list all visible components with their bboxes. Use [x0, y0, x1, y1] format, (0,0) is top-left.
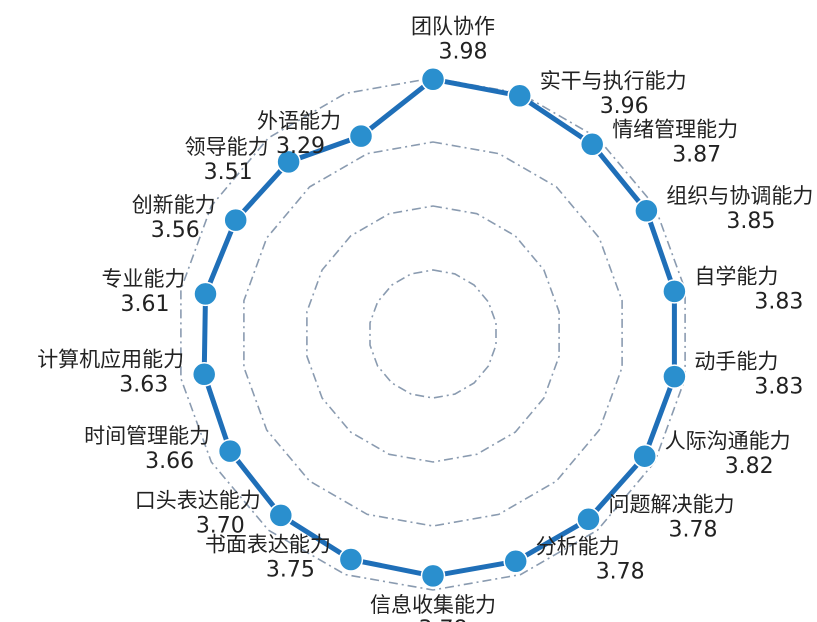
category-label: 团队协作 [411, 14, 495, 38]
data-point [420, 563, 446, 589]
data-point [348, 123, 374, 149]
category-label: 领导能力 [185, 135, 269, 159]
value-label: 3.75 [266, 558, 315, 583]
data-point [217, 438, 243, 464]
value-label: 3.96 [600, 94, 649, 119]
data-point [223, 207, 248, 233]
data-point [507, 83, 532, 109]
value-label: 3.98 [439, 39, 488, 64]
data-point [338, 547, 364, 572]
category-label: 自学能力 [694, 264, 778, 288]
category-label: 动手能力 [694, 350, 778, 374]
value-label: 3.56 [151, 218, 200, 243]
data-point [662, 364, 687, 389]
category-label: 人际沟通能力 [665, 429, 791, 453]
data-point [276, 149, 301, 175]
value-label: 3.78 [596, 559, 645, 584]
category-label: 外语能力 [257, 109, 341, 133]
category-label: 分析能力 [536, 534, 620, 558]
data-point [420, 67, 446, 92]
data-point [193, 281, 218, 307]
category-label: 实干与执行能力 [540, 69, 687, 93]
category-label: 问题解决能力 [609, 492, 735, 516]
value-label: 3.85 [726, 209, 775, 234]
data-point [634, 198, 659, 224]
value-label: 3.29 [276, 134, 325, 159]
value-label: 3.78 [419, 617, 468, 622]
data-point [662, 279, 687, 304]
category-label: 计算机应用能力 [37, 347, 184, 371]
grid-ring-3 [243, 141, 623, 527]
category-label: 时间管理能力 [84, 424, 210, 448]
data-point [632, 443, 657, 469]
radar-series [191, 67, 687, 589]
value-label: 3.78 [669, 517, 718, 542]
category-label: 书面表达能力 [205, 533, 331, 557]
category-label: 情绪管理能力 [612, 117, 738, 141]
value-label: 3.70 [196, 513, 245, 538]
value-label: 3.66 [145, 449, 194, 474]
value-label: 3.83 [754, 289, 803, 314]
data-point [268, 503, 294, 528]
data-point [579, 132, 605, 157]
category-label: 信息收集能力 [370, 593, 496, 617]
grid-ring-2 [306, 205, 560, 463]
value-label: 3.63 [119, 372, 168, 397]
data-point [191, 362, 217, 387]
category-label: 组织与协调能力 [666, 184, 813, 208]
grid-ring-1 [369, 269, 497, 399]
category-label: 口头表达能力 [135, 488, 261, 512]
category-label: 专业能力 [102, 267, 186, 291]
data-point [576, 507, 601, 532]
value-label: 3.51 [204, 160, 253, 185]
value-label: 3.83 [754, 375, 803, 400]
category-label: 创新能力 [132, 193, 216, 217]
value-label: 3.82 [725, 454, 774, 479]
value-label: 3.87 [672, 142, 721, 167]
data-point [503, 549, 528, 574]
series-line [201, 76, 677, 579]
value-label: 3.61 [121, 292, 170, 317]
